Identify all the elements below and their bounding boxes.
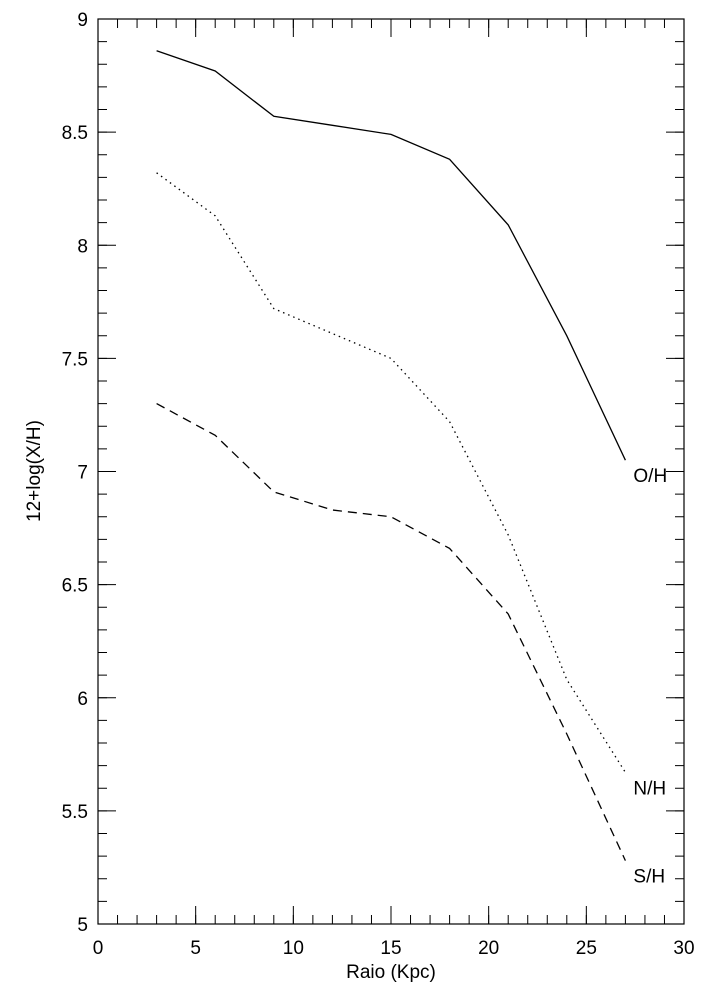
y-tick-label: 9 — [77, 10, 88, 31]
x-tick-label: 30 — [673, 938, 694, 959]
y-tick-label: 5 — [77, 915, 88, 936]
x-tick-label: 20 — [478, 938, 499, 959]
y-axis-label: 12+log(X/H) — [24, 420, 45, 522]
plot-frame — [97, 18, 685, 925]
x-tick-label: 5 — [190, 938, 201, 959]
x-tick-label: 15 — [380, 938, 401, 959]
x-tick-label: 0 — [93, 938, 104, 959]
x-tick-label: 25 — [576, 938, 597, 959]
series-line-s-h — [156, 403, 626, 861]
series-label-o-h: O/H — [633, 466, 667, 487]
series-lines — [156, 50, 626, 861]
y-tick-label: 7 — [77, 463, 88, 484]
y-tick-label: 7.5 — [62, 349, 88, 370]
series-line-o-h — [156, 50, 626, 461]
y-tick-label: 8 — [77, 236, 88, 257]
y-tick-label: 5.5 — [62, 802, 88, 823]
y-tick-label: 8.5 — [62, 123, 88, 144]
series-label-n-h: N/H — [633, 778, 666, 799]
x-tick-label: 10 — [283, 938, 304, 959]
y-tick-label: 6 — [77, 689, 88, 710]
x-axis-label: Raio (Kpc) — [346, 962, 436, 983]
y-tick-label: 6.5 — [62, 576, 88, 597]
series-line-n-h — [156, 172, 626, 773]
series-labels: O/H N/H S/H — [633, 466, 667, 887]
axis-ticks — [97, 18, 685, 925]
series-label-s-h: S/H — [633, 867, 665, 888]
